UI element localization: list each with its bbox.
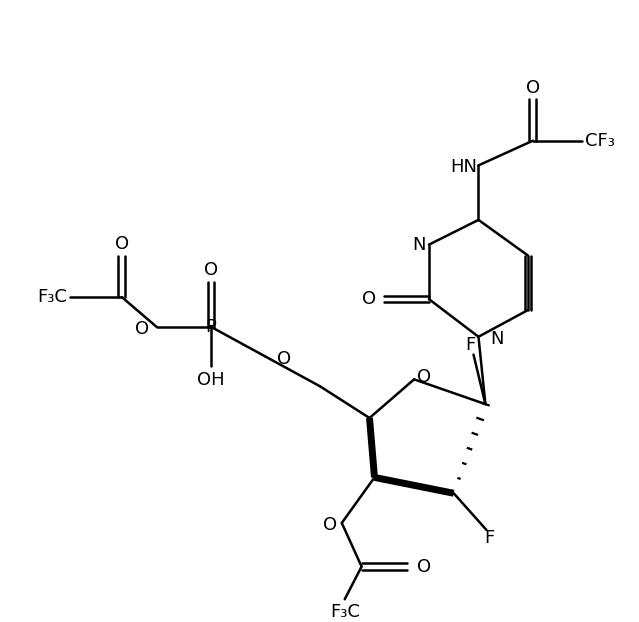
Text: N: N — [413, 236, 426, 254]
Text: O: O — [417, 368, 431, 386]
Text: F: F — [465, 336, 475, 354]
Text: HN: HN — [450, 159, 477, 177]
Text: CF₃: CF₃ — [585, 132, 615, 150]
Text: P: P — [206, 318, 217, 336]
Text: O: O — [417, 557, 431, 575]
Text: O: O — [115, 234, 129, 253]
Text: F₃C: F₃C — [38, 288, 68, 306]
Text: O: O — [135, 320, 149, 338]
Text: O: O — [526, 79, 540, 97]
Text: N: N — [490, 330, 504, 348]
Text: O: O — [204, 261, 218, 279]
Text: O: O — [362, 290, 376, 308]
Text: F: F — [484, 529, 495, 547]
Text: O: O — [323, 516, 337, 534]
Text: O: O — [277, 350, 291, 368]
Text: OH: OH — [197, 371, 225, 389]
Text: F₃C: F₃C — [330, 603, 360, 621]
